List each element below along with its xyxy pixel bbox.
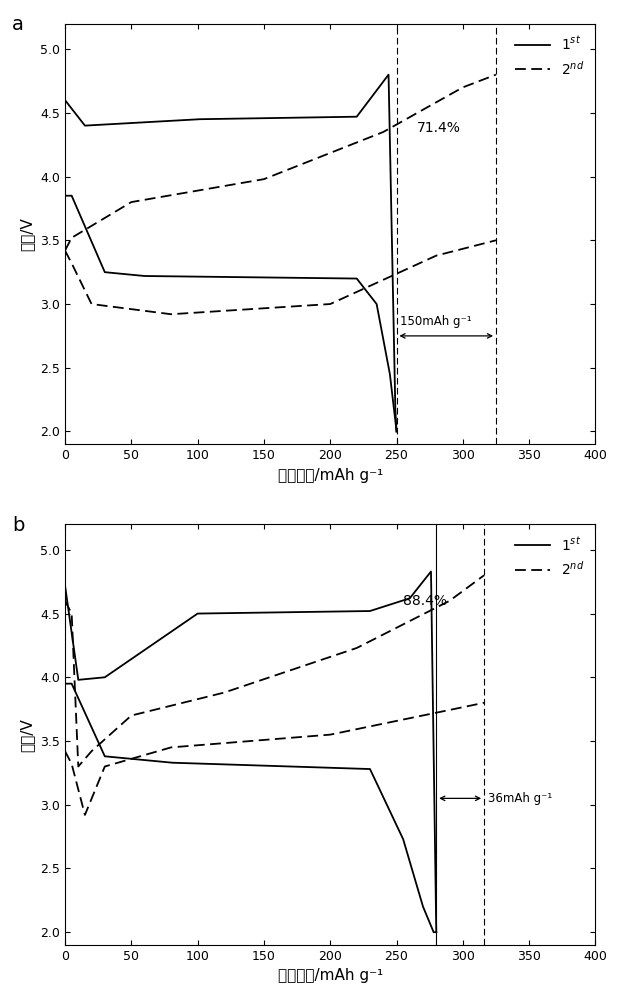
Text: 71.4%: 71.4% <box>416 121 461 135</box>
Text: b: b <box>12 516 24 535</box>
X-axis label: 放电容量/mAh g⁻¹: 放电容量/mAh g⁻¹ <box>278 468 383 483</box>
Legend: 1$^{st}$, 2$^{nd}$: 1$^{st}$, 2$^{nd}$ <box>511 31 588 81</box>
Text: 88.4%: 88.4% <box>403 594 447 608</box>
Text: 36mAh g⁻¹: 36mAh g⁻¹ <box>488 792 552 805</box>
X-axis label: 放电容量/mAh g⁻¹: 放电容量/mAh g⁻¹ <box>278 968 383 983</box>
Y-axis label: 电压/V: 电压/V <box>19 718 34 752</box>
Y-axis label: 电压/V: 电压/V <box>19 217 34 251</box>
Legend: 1$^{st}$, 2$^{nd}$: 1$^{st}$, 2$^{nd}$ <box>511 531 588 582</box>
Text: a: a <box>12 15 24 34</box>
Text: 150mAh g⁻¹: 150mAh g⁻¹ <box>401 315 472 328</box>
